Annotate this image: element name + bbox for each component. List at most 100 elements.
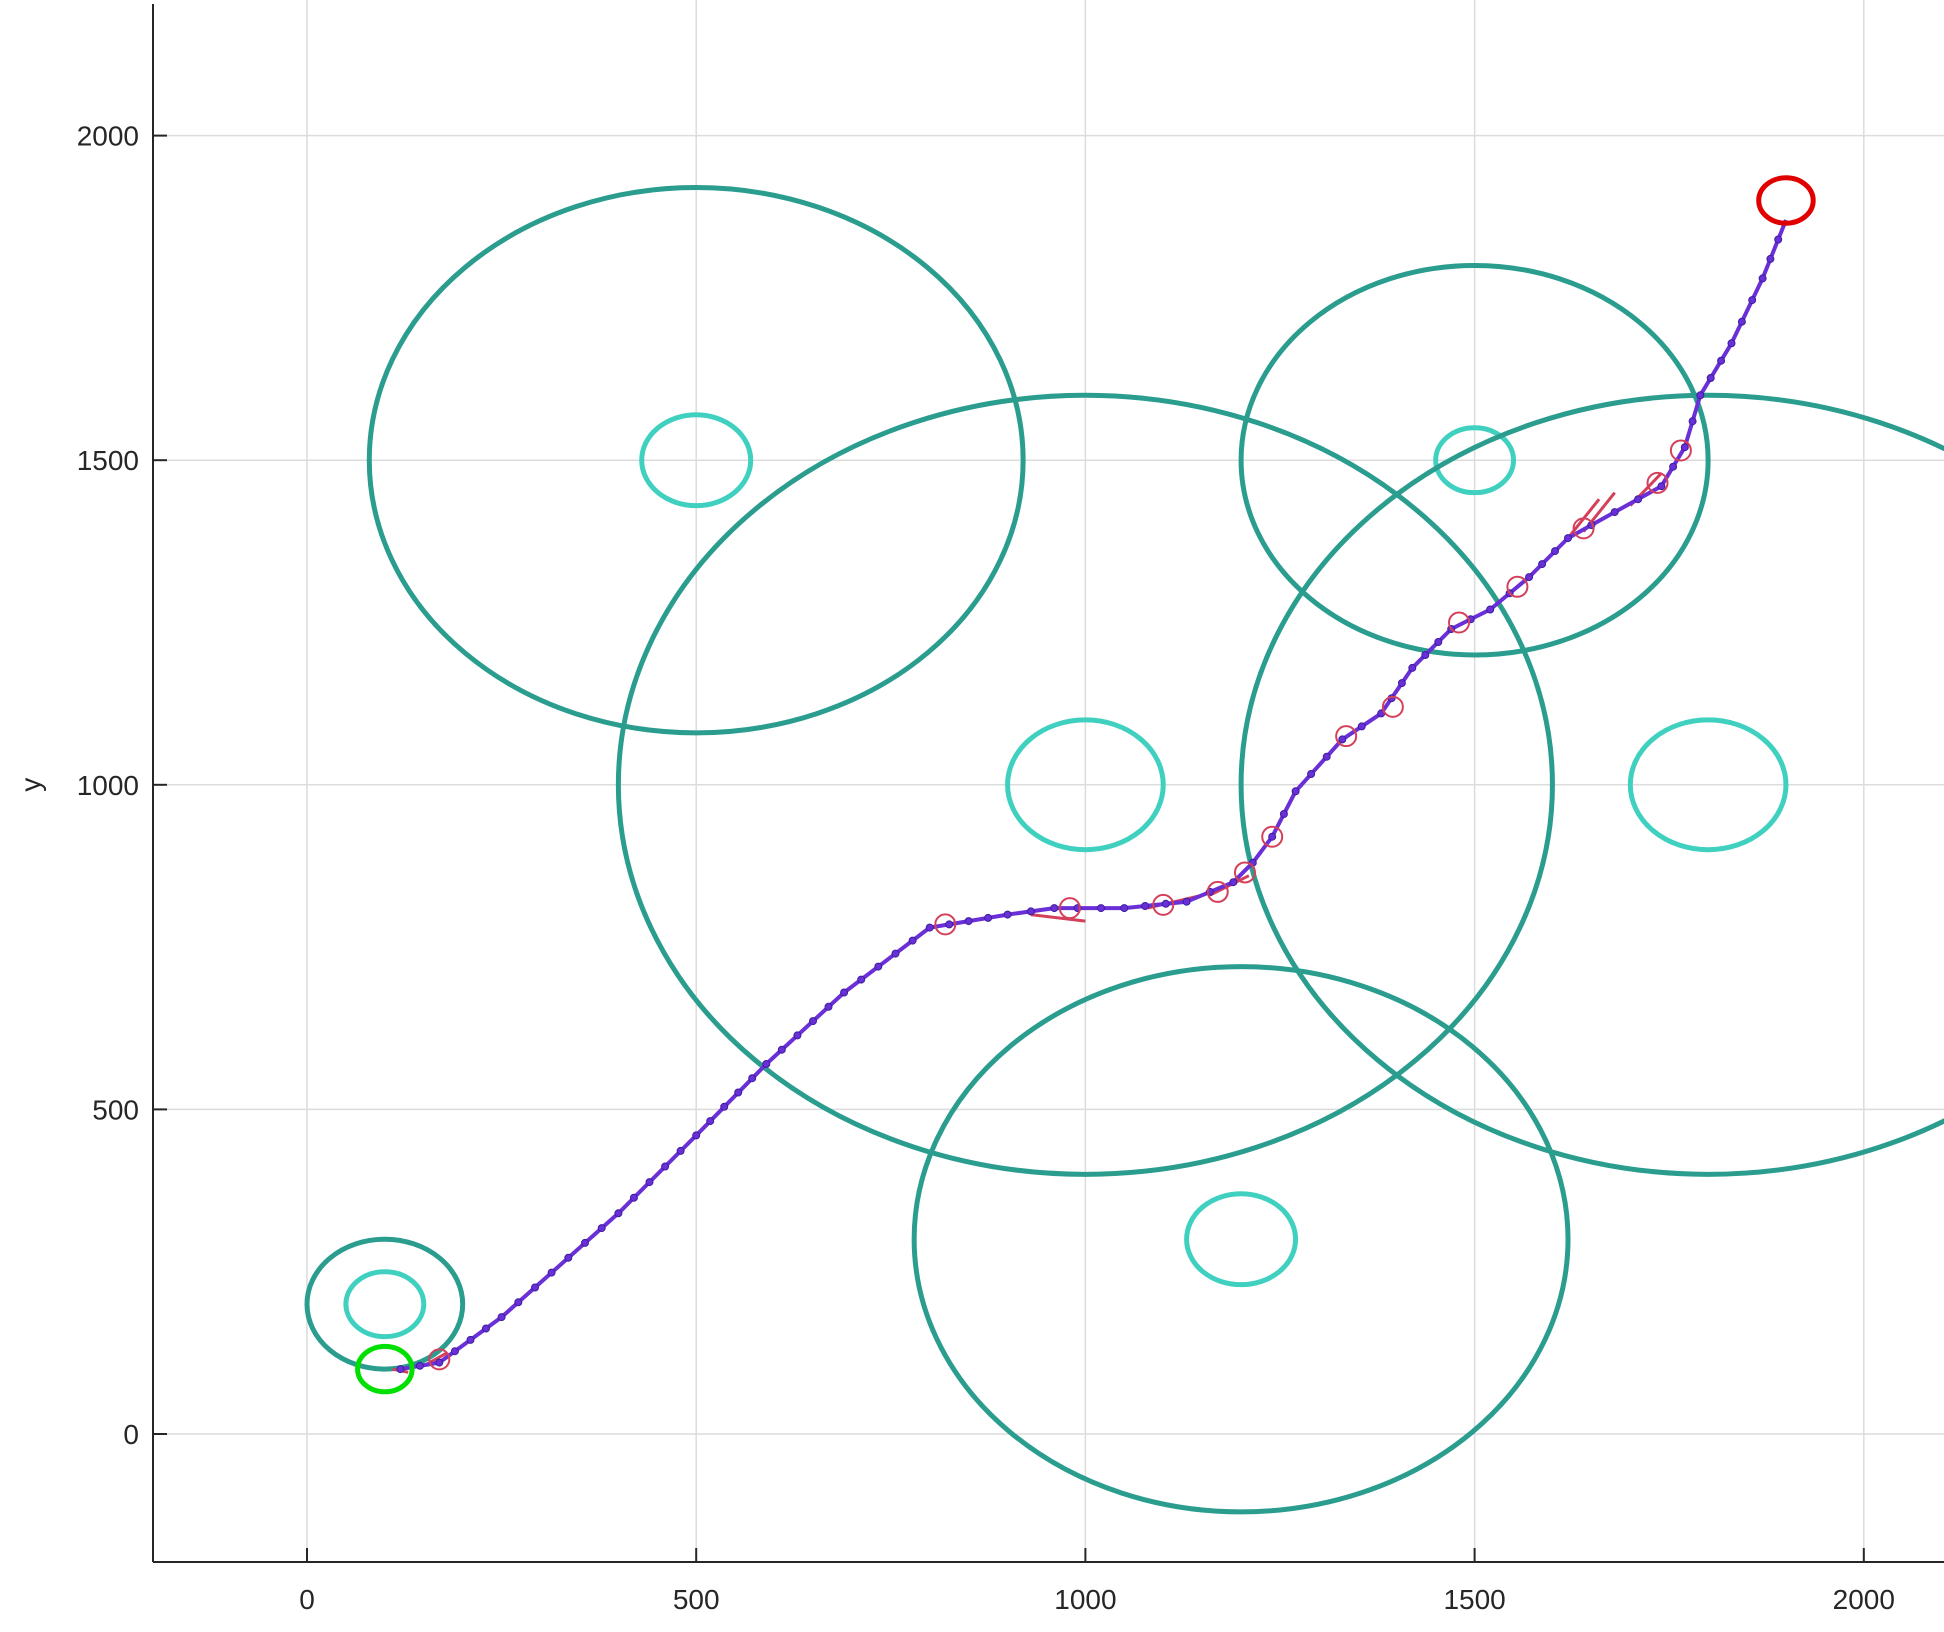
path-point: [1727, 339, 1736, 348]
obstacle-inner-circle: [1627, 717, 1789, 853]
start-marker: [355, 1343, 415, 1395]
path-point: [1766, 254, 1775, 263]
path-point: [945, 920, 954, 929]
path-point: [1357, 722, 1366, 731]
x-tick-label: 0: [299, 1584, 315, 1615]
path-point: [1737, 317, 1746, 326]
path-point: [531, 1283, 539, 1292]
obstacle-outer-circle: [1238, 392, 1944, 1177]
path-point: [1634, 495, 1643, 504]
tree-node: [1335, 725, 1358, 748]
path-point: [1564, 534, 1572, 543]
path-point: [1050, 904, 1059, 913]
path-point: [396, 1365, 405, 1374]
path-point: [1097, 904, 1105, 913]
tree-branches: [392, 472, 1663, 1374]
tree-node: [1646, 471, 1669, 494]
path-point: [661, 1162, 670, 1171]
path-point: [857, 975, 866, 984]
tree-node: [1152, 893, 1175, 916]
y-tick-label: 1000: [77, 770, 139, 801]
path-point: [466, 1335, 475, 1344]
path-point: [1291, 787, 1300, 796]
obstacle-outer-circle: [911, 964, 1571, 1515]
tree-node: [1261, 825, 1284, 848]
path-point: [629, 1193, 638, 1202]
path-point: [1161, 899, 1170, 908]
start-goal-markers: [355, 175, 1816, 1395]
path-point: [840, 988, 849, 997]
grid-lines: [153, 0, 1944, 1562]
path-point: [874, 962, 883, 971]
path-point: [435, 1358, 444, 1367]
path-point: [1525, 573, 1534, 582]
path-point: [1696, 391, 1705, 400]
path-point: [1680, 443, 1689, 452]
y-tick-label: 0: [123, 1419, 139, 1450]
path-point: [706, 1117, 715, 1126]
tree-node: [428, 1348, 451, 1371]
path-point: [547, 1268, 556, 1277]
path-point: [1120, 904, 1129, 913]
y-axis-label: y: [15, 778, 46, 792]
path-point: [597, 1224, 606, 1233]
obstacle-inner-circle: [639, 412, 754, 509]
path-point: [1688, 417, 1697, 426]
path-point: [1551, 547, 1559, 556]
path-point: [1657, 482, 1666, 491]
path-point: [1774, 235, 1783, 244]
obstacle-outer-circle: [366, 185, 1026, 736]
path-point: [1669, 462, 1678, 471]
path-point: [1486, 605, 1495, 614]
tree-node: [1206, 880, 1229, 903]
path-point: [1322, 752, 1331, 761]
path-point: [1421, 651, 1430, 659]
tree-node: [1058, 897, 1081, 920]
path-point: [645, 1178, 654, 1187]
tree-node: [1669, 439, 1692, 462]
obstacle-inner-circle: [1184, 1191, 1299, 1288]
path-point: [748, 1074, 757, 1083]
x-tick-label: 2000: [1833, 1584, 1895, 1615]
path-point: [1279, 810, 1288, 818]
path-point: [614, 1209, 623, 1218]
path-point: [734, 1088, 743, 1097]
obstacle-circles: [304, 185, 1944, 1515]
x-tick-label: 1500: [1443, 1584, 1505, 1615]
path-point: [1758, 274, 1767, 283]
y-tick-label: 500: [92, 1094, 139, 1125]
path-nodes: [428, 439, 1692, 1371]
planned-path: [396, 219, 1788, 1374]
x-tick-label: 500: [673, 1584, 720, 1615]
path-point: [1026, 907, 1035, 916]
x-tick-label: 1000: [1054, 1584, 1116, 1615]
path-point: [1307, 770, 1316, 778]
path-point: [1003, 910, 1012, 919]
path-line: [400, 219, 1788, 1372]
path-point: [1229, 878, 1238, 887]
path-point: [692, 1131, 701, 1140]
path-point: [676, 1146, 685, 1155]
goal-marker: [1756, 175, 1816, 226]
path-point: [793, 1031, 802, 1040]
obstacle-outer-circle: [304, 1236, 466, 1372]
tree-branch: [1030, 913, 1086, 923]
path-point: [1141, 902, 1150, 910]
path-point: [1182, 897, 1191, 906]
tree-node: [1381, 695, 1404, 718]
path-point: [1338, 735, 1347, 744]
obstacle-inner-circle: [343, 1269, 427, 1340]
path-point: [908, 936, 917, 945]
y-tick-label: 1500: [77, 445, 139, 476]
path-point: [1610, 508, 1619, 517]
path-point: [415, 1361, 424, 1370]
path-point: [809, 1017, 817, 1026]
path-point: [1397, 679, 1406, 688]
path-point: [1538, 560, 1547, 569]
path-point: [1268, 832, 1277, 841]
obstacle-outer-circle: [1238, 262, 1711, 658]
obstacle-inner-circle: [1005, 717, 1166, 853]
path-point: [964, 917, 973, 926]
tree-node: [934, 913, 957, 936]
